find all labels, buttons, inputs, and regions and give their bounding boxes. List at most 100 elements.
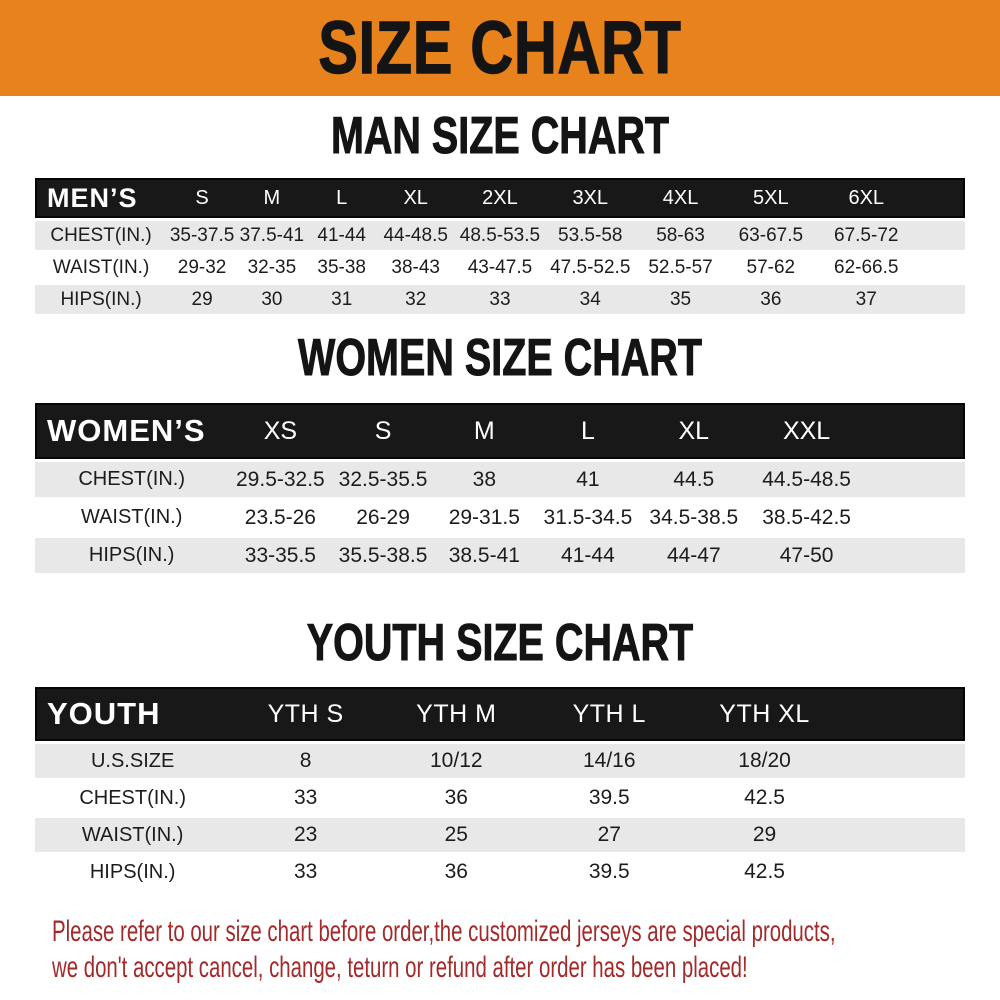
- cell-filler: [866, 538, 965, 573]
- cell-value: 41-44: [306, 221, 377, 250]
- cell-value: 33: [230, 855, 381, 889]
- cell-value: 18/20: [686, 744, 843, 778]
- column-header: L: [306, 178, 377, 218]
- cell-value: 34: [545, 285, 636, 314]
- cell-value: 29-31.5: [433, 500, 535, 535]
- table-header-row: YOUTH YTH S YTH M YTH L YTH XL: [35, 687, 965, 741]
- cell-value: 30: [236, 285, 307, 314]
- column-header: YTH S: [230, 687, 381, 741]
- cell-value: 34.5-38.5: [640, 500, 747, 535]
- cell-value: 27: [531, 818, 687, 852]
- cell-value: 39.5: [531, 781, 687, 815]
- column-header: 6XL: [815, 178, 917, 218]
- column-header: 3XL: [545, 178, 636, 218]
- size-chart-banner: SIZE CHART: [0, 0, 1000, 96]
- cell-filler: [842, 781, 965, 815]
- cell-value: 23.5-26: [228, 500, 333, 535]
- cell-value: 38: [433, 462, 535, 497]
- cell-value: 33-35.5: [228, 538, 333, 573]
- column-header: XL: [376, 178, 455, 218]
- cell-value: 44.5-48.5: [746, 462, 867, 497]
- cell-value: 33: [454, 285, 546, 314]
- row-label: WAIST(IN.): [35, 253, 168, 282]
- youth-size-chart-section: YOUTH SIZE CHART YOUTH YTH S YTH M YTH L YTH…: [0, 614, 1000, 892]
- cell-value: 31: [306, 285, 377, 314]
- column-header: YTH L: [531, 687, 687, 741]
- cell-value: 10/12: [380, 744, 532, 778]
- cell-value: 48.5-53.5: [454, 221, 546, 250]
- row-label: CHEST(IN.): [35, 221, 168, 250]
- cell-value: 36: [725, 285, 816, 314]
- row-label: HIPS(IN.): [35, 538, 229, 573]
- cell-value: 38.5-42.5: [746, 500, 867, 535]
- column-header-filler: [916, 178, 965, 218]
- table-header-row: MEN’S S M L XL 2XL 3XL 4XL 5XL 6XL: [35, 178, 965, 218]
- cell-value: 32.5-35.5: [332, 462, 434, 497]
- column-header: 4XL: [635, 178, 726, 218]
- cell-value: 32-35: [236, 253, 307, 282]
- table-row: CHEST(IN.) 33 36 39.5 42.5: [35, 781, 965, 815]
- cell-value: 47.5-52.5: [545, 253, 636, 282]
- size-table-women: WOMEN’S XS S M L XL XXL CHEST(IN.) 29.5-32.5 32.5…: [35, 400, 965, 576]
- cell-value: 32: [376, 285, 455, 314]
- cell-value: 44-48.5: [376, 221, 455, 250]
- table-row: WAIST(IN.) 23 25 27 29: [35, 818, 965, 852]
- column-header-filler: [866, 403, 965, 459]
- cell-value: 8: [230, 744, 381, 778]
- cell-value: 62-66.5: [815, 253, 917, 282]
- man-section-heading: MAN SIZE CHART: [330, 107, 670, 165]
- cell-filler: [842, 818, 965, 852]
- row-label: U.S.SIZE: [35, 744, 231, 778]
- table-row: HIPS(IN.) 33 36 39.5 42.5: [35, 855, 965, 889]
- cell-value: 43-47.5: [454, 253, 546, 282]
- table-header-label: MEN’S: [35, 178, 168, 218]
- cell-value: 29.5-32.5: [228, 462, 333, 497]
- women-size-chart-section: WOMEN SIZE CHART WOMEN’S XS S M L XL XXL CHEST(…: [0, 329, 1000, 576]
- table-header-label: WOMEN’S: [35, 403, 229, 459]
- cell-value: 25: [380, 818, 532, 852]
- column-header: YTH XL: [686, 687, 843, 741]
- column-header: S: [332, 403, 434, 459]
- man-size-table-wrap: MEN’S S M L XL 2XL 3XL 4XL 5XL 6XL CHEST(IN.) 35-37…: [0, 175, 1000, 317]
- cell-value: 41-44: [534, 538, 641, 573]
- column-header: XXL: [746, 403, 867, 459]
- table-header-label: YOUTH: [35, 687, 231, 741]
- column-header: XL: [640, 403, 747, 459]
- table-row: CHEST(IN.) 29.5-32.5 32.5-35.5 38 41 44.5 44.5…: [35, 462, 965, 497]
- table-header-row: WOMEN’S XS S M L XL XXL: [35, 403, 965, 459]
- cell-value: 58-63: [635, 221, 726, 250]
- table-row: HIPS(IN.) 33-35.5 35.5-38.5 38.5-41 41-44 44-…: [35, 538, 965, 573]
- table-row: WAIST(IN.) 29-32 32-35 35-38 38-43 43-47.5 47.…: [35, 253, 965, 282]
- column-header: M: [236, 178, 307, 218]
- disclaimer-line-1: Please refer to our size chart before or…: [52, 915, 836, 948]
- cell-value: 39.5: [531, 855, 687, 889]
- cell-value: 37: [815, 285, 917, 314]
- cell-filler: [866, 500, 965, 535]
- cell-value: 35-37.5: [167, 221, 237, 250]
- cell-value: 53.5-58: [545, 221, 636, 250]
- table-row: WAIST(IN.) 23.5-26 26-29 29-31.5 31.5-34.5 34…: [35, 500, 965, 535]
- column-header: YTH M: [380, 687, 532, 741]
- column-header: M: [433, 403, 535, 459]
- column-header: 5XL: [725, 178, 816, 218]
- cell-value: 42.5: [686, 855, 843, 889]
- cell-filler: [916, 285, 965, 314]
- youth-size-table-wrap: YOUTH YTH S YTH M YTH L YTH XL U.S.SIZE 8 10/12…: [0, 684, 1000, 892]
- cell-value: 35-38: [306, 253, 377, 282]
- cell-value: 36: [380, 855, 532, 889]
- column-header: 2XL: [454, 178, 546, 218]
- cell-value: 23: [230, 818, 381, 852]
- cell-value: 29-32: [167, 253, 237, 282]
- column-header: S: [167, 178, 237, 218]
- women-section-heading: WOMEN SIZE CHART: [298, 329, 703, 387]
- cell-value: 35.5-38.5: [332, 538, 434, 573]
- disclaimer-line-2: we don't accept cancel, change, teturn o…: [52, 951, 748, 984]
- women-size-table-wrap: WOMEN’S XS S M L XL XXL CHEST(IN.) 29.5-32.5 32.5…: [0, 400, 1000, 576]
- row-label: WAIST(IN.): [35, 818, 231, 852]
- row-label: CHEST(IN.): [35, 462, 229, 497]
- table-row: CHEST(IN.) 35-37.5 37.5-41 41-44 44-48.5 48.5…: [35, 221, 965, 250]
- cell-value: 38-43: [376, 253, 455, 282]
- cell-value: 29: [686, 818, 843, 852]
- youth-section-heading: YOUTH SIZE CHART: [306, 614, 694, 672]
- cell-filler: [842, 855, 965, 889]
